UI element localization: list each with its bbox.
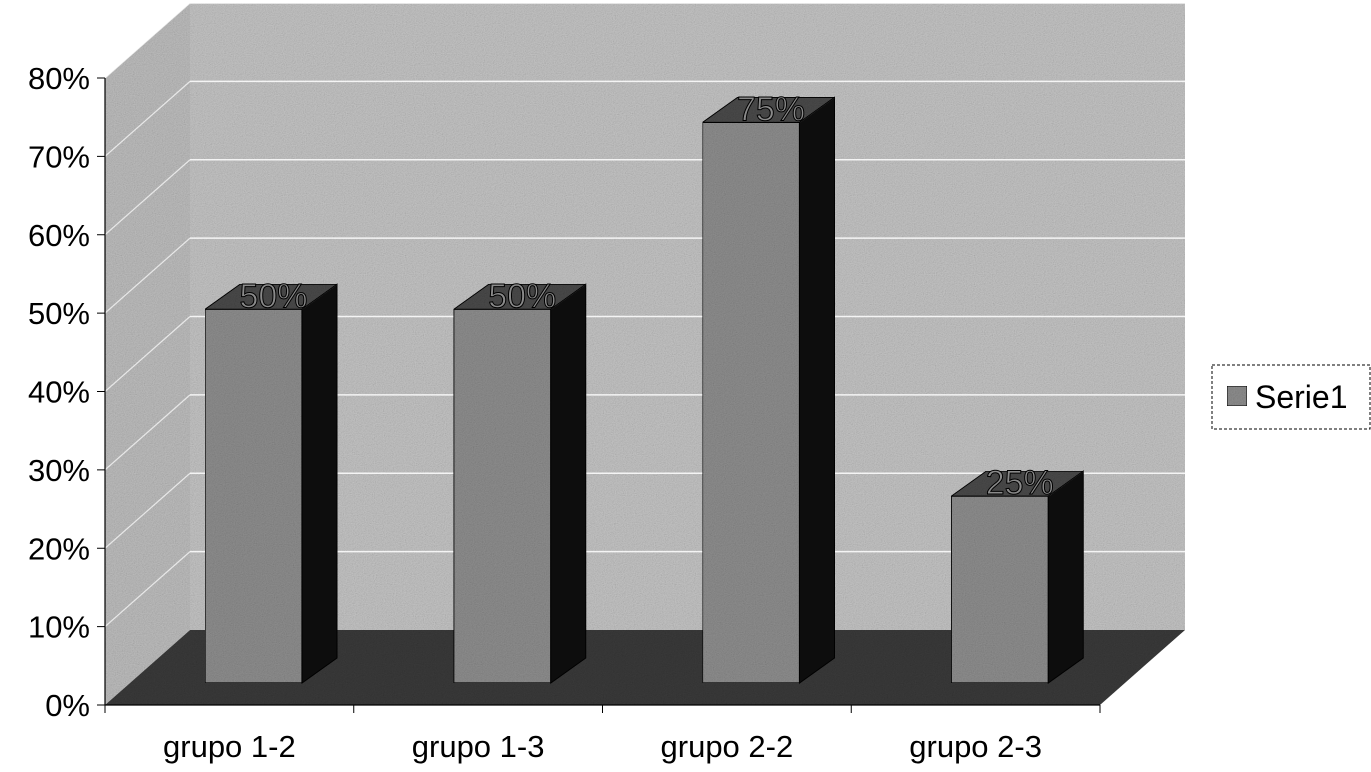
labels: 50% 50% 75% 25% grupo 1-2 grupo 1-3 grupo 2-2 g… <box>163 90 1054 764</box>
bar-side <box>301 283 338 684</box>
y-tick-label: 10% <box>28 610 90 645</box>
y-tick-label: 80% <box>28 61 90 96</box>
bars <box>203 96 1085 684</box>
bar <box>453 308 552 684</box>
gridline-side <box>104 159 191 236</box>
category-label: grupo 2-2 <box>661 729 794 764</box>
data-label: 75% <box>737 90 805 128</box>
gridline-side <box>104 394 191 471</box>
category-label: grupo 2-3 <box>909 729 1042 764</box>
gridline-side <box>104 237 191 314</box>
gridlines <box>104 2 1185 628</box>
legend-label: Serie1 <box>1255 379 1348 415</box>
gridline-side <box>104 472 191 549</box>
category-label: grupo 1-3 <box>412 729 545 764</box>
data-label: 50% <box>488 277 556 315</box>
y-tick-label: 50% <box>28 296 90 331</box>
data-label: 50% <box>239 277 307 315</box>
y-tick-label: 40% <box>28 375 90 410</box>
data-label: 25% <box>986 464 1054 502</box>
bar <box>204 308 303 684</box>
y-tick-label: 70% <box>28 139 90 174</box>
y-tick-label: 0% <box>45 688 90 723</box>
gridline-side <box>104 80 191 157</box>
bar-side <box>550 283 587 684</box>
y-tick-label: 30% <box>28 453 90 488</box>
bar-side <box>799 96 835 684</box>
axes: 0% 10% 20% 30% 40% 50% 60% 70% 80% <box>28 61 1101 723</box>
legend-swatch <box>1226 385 1248 407</box>
category-label: grupo 1-2 <box>163 729 296 764</box>
bar <box>701 121 801 684</box>
bar <box>950 495 1049 684</box>
gridline-side <box>104 316 191 392</box>
gridline-side <box>104 551 191 628</box>
legend: Serie1 <box>1211 364 1371 430</box>
floor <box>105 630 1185 705</box>
gridline-side <box>104 2 191 79</box>
y-tick-label: 20% <box>28 531 90 566</box>
y-tick-label: 60% <box>28 218 90 253</box>
bar-side <box>1047 470 1084 684</box>
